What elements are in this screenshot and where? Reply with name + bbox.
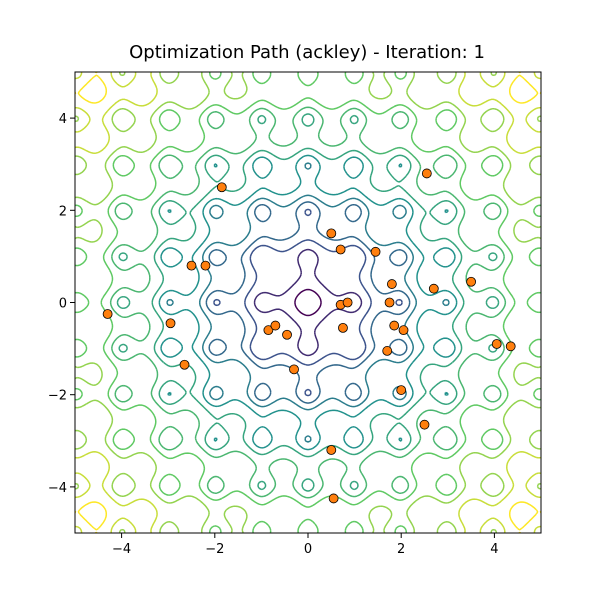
contour-level [109,106,507,499]
x-tick-label: −4 [112,542,131,557]
scatter-point [326,445,337,455]
scatter-point [326,228,337,239]
scatter-point [179,359,190,370]
contour-level [75,72,541,533]
scatter-point [398,325,409,336]
y-tick-label: 4 [59,112,67,127]
contour-level [213,208,403,397]
y-tick-label: −4 [48,481,67,496]
scatter-point [282,329,292,340]
y-tick-label: −2 [48,389,67,404]
scatter-point [421,168,432,179]
scatter-point [186,260,197,271]
plot-frame [74,71,542,534]
scatter-point [342,297,353,308]
contour-level [116,113,500,492]
scatter-point [491,339,502,349]
scatter-point [328,493,339,504]
x-tick-label: 0 [304,542,312,557]
scatter-point [370,246,381,257]
scatter-point [386,279,397,289]
y-tick-label: 2 [59,204,67,219]
scatter-points [102,168,516,504]
scatter-point [419,419,430,430]
scatter-point [382,346,393,356]
scatter-point [389,320,400,331]
scatter-point [396,385,407,395]
scatter-point [428,283,439,294]
scatter-point [505,341,516,352]
scatter-point [335,244,346,255]
scatter-point [466,276,477,287]
x-tick-label: −2 [205,542,224,557]
contour-level [253,248,363,357]
contour-level [166,162,450,443]
contour-level [205,201,411,404]
contour-level [75,72,541,533]
contour-lines [75,72,541,533]
contour-level [75,72,541,533]
scatter-point [216,182,227,193]
scatter-point [165,318,176,329]
x-tick-label: 2 [397,542,405,557]
contour-level [158,154,458,451]
contour-level [294,288,322,317]
x-axis: −4 −2 0 2 4 [112,533,499,557]
y-axis: −4 −2 0 2 4 [48,112,75,496]
scatter-point [200,260,211,271]
scatter-point [289,364,299,375]
scatter-point [263,325,274,336]
scatter-point [384,297,395,308]
y-tick-label: 0 [59,297,67,312]
chart-title: Optimization Path (ackley) - Iteration: … [129,42,485,63]
scatter-point [338,322,348,333]
scatter-point [270,320,281,331]
contour-level [75,72,541,533]
scatter-point [102,309,113,319]
x-tick-label: 4 [490,542,498,557]
